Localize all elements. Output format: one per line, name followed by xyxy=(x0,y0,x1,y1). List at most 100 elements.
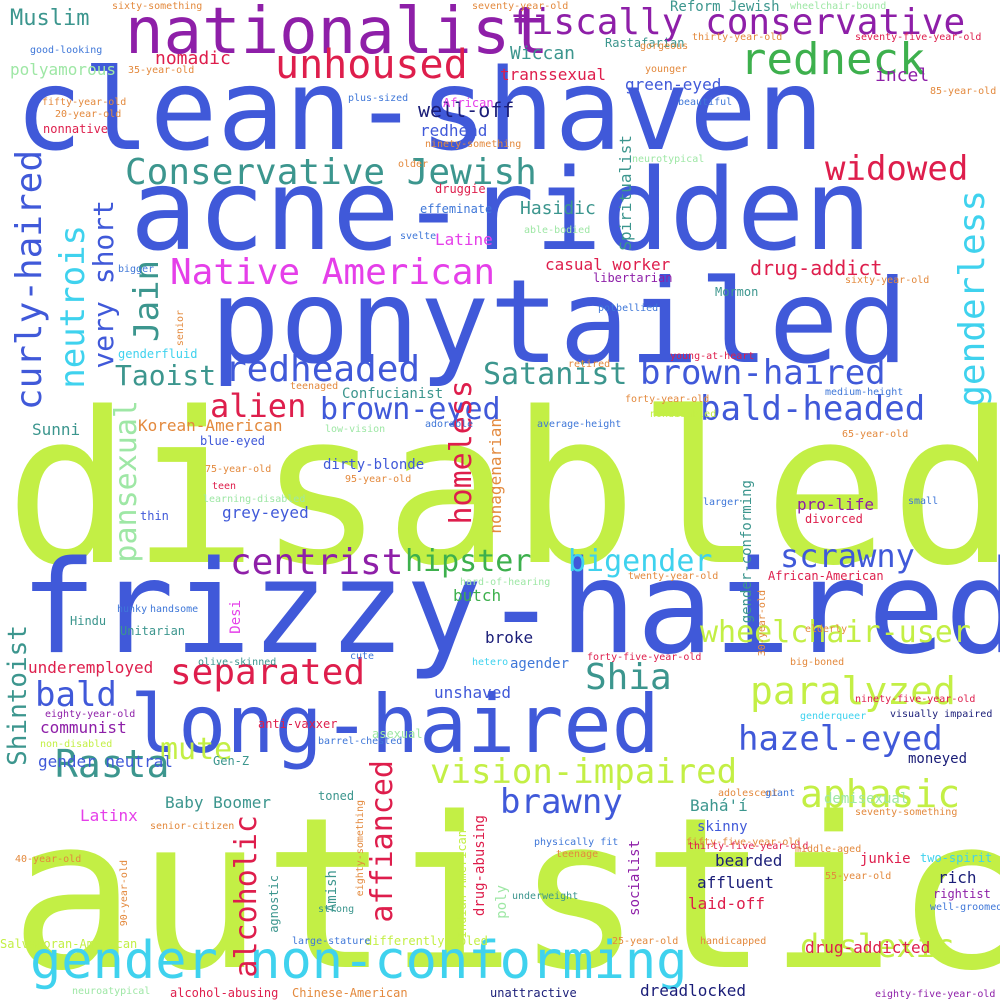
word-barrel-chested: barrel-chested xyxy=(318,736,403,747)
word-eighty-five-year-old: eighty-five-year-old xyxy=(875,989,996,1000)
word-bahai: Bahá'í xyxy=(690,796,748,815)
word-alcoholic: alcoholic xyxy=(229,815,264,978)
word-alien: alien xyxy=(210,387,307,425)
word-drug-addicted: drug-addicted xyxy=(805,938,931,957)
word-underemployed: underemployed xyxy=(28,658,154,677)
word-plus-sized: plus-sized xyxy=(348,93,409,104)
word-eighty-something: eighty-something xyxy=(355,800,366,897)
word-seventy-five-year-old: seventy-five-year-old xyxy=(855,32,982,43)
word-agender: agender xyxy=(510,656,570,672)
word-genderless: genderless xyxy=(952,190,993,407)
word-wiccan: Wiccan xyxy=(510,43,576,64)
word-olive-skinned: olive-skinned xyxy=(198,657,277,668)
word-genderfluid: genderfluid xyxy=(118,347,198,361)
word-polyamorous: polyamorous xyxy=(10,60,116,79)
word-confucianist: Confucianist xyxy=(342,386,444,402)
word-elderly: elderly xyxy=(805,624,848,635)
word-unitarian: Unitarian xyxy=(120,624,186,638)
word-teen: teen xyxy=(212,481,237,492)
word-drug-addict: drug-addict xyxy=(750,256,883,280)
word-scrawny: scrawny xyxy=(780,537,915,575)
word-skinny: skinny xyxy=(697,819,748,835)
word-conservative-jewish: Conservative Jewish xyxy=(125,152,537,193)
word-bigger: bigger xyxy=(118,264,155,275)
word-differently-abled: differently abled xyxy=(365,934,488,948)
word-drug-abusing: drug-abusing xyxy=(472,815,488,917)
word-95-year-old: 95-year-old xyxy=(345,474,412,485)
word-visually-impaired: visually impaired xyxy=(890,709,993,720)
word-acne-ridden: acne-ridden xyxy=(130,146,872,276)
word-40-year-old: 40-year-old xyxy=(15,854,82,865)
word-svelte: svelte xyxy=(400,231,437,242)
word-green-eyed: green-eyed xyxy=(625,75,722,94)
word-laid-off: laid-off xyxy=(688,894,766,913)
word-average-height: average-height xyxy=(537,419,622,430)
word-thin: thin xyxy=(140,509,169,523)
word-frizzy-haired: frizzy-haired xyxy=(20,534,1000,683)
word-retired: retired xyxy=(568,359,611,370)
word-20-year-old: 20-year-old xyxy=(55,109,122,120)
word-latine: Latine xyxy=(435,230,493,249)
word-two-spirit: two-spirit xyxy=(920,851,993,865)
word-adolescent: adolescent xyxy=(718,788,779,799)
word-redheaded: redheaded xyxy=(225,349,421,390)
word-aphasic: aphasic xyxy=(800,772,961,816)
word-chinese-american: Chinese-American xyxy=(292,986,408,1000)
word-transsexual: transsexual xyxy=(500,65,606,84)
word-communist: communist xyxy=(40,718,127,737)
word-55-year-old: 55-year-old xyxy=(825,871,892,882)
word-grey-eyed: grey-eyed xyxy=(222,503,309,522)
word-ninety-something: ninety-something xyxy=(425,139,522,150)
word-dreadlocked: dreadlocked xyxy=(640,981,746,1000)
word-casual-worker: casual worker xyxy=(545,255,671,274)
word-gender-neutral: gender neutral xyxy=(38,752,173,771)
word-teenaged: teenaged xyxy=(290,381,339,392)
word-90-year-old: 90-year-old xyxy=(119,860,130,927)
word-teenage: teenage xyxy=(556,849,599,860)
word-nationalist: nationalist xyxy=(125,0,549,69)
word-75-year-old: 75-year-old xyxy=(205,464,272,475)
word-curly-haired: curly-haired xyxy=(9,150,50,411)
word-younger: younger xyxy=(645,64,688,75)
word-able-bodied: able-bodied xyxy=(524,225,591,236)
word-low-vision: low-vision xyxy=(325,424,386,435)
word-satanist: Satanist xyxy=(483,357,628,392)
word-clean-shaven: clean-shaven xyxy=(15,46,825,176)
word-senior: senior xyxy=(175,310,186,347)
word-sunni: Sunni xyxy=(32,420,81,439)
word-vision-impaired: vision-impaired xyxy=(430,752,738,792)
word-unhoused: unhoused xyxy=(275,42,468,88)
word-autistic: autistic xyxy=(10,772,1000,1000)
word-mute: mute xyxy=(160,732,233,767)
word-dirty-blonde: dirty-blonde xyxy=(323,457,425,473)
word-homeless: homeless xyxy=(444,380,479,525)
word-hazel-eyed: hazel-eyed xyxy=(738,719,943,759)
word-larger: larger xyxy=(703,497,740,508)
word-rightist: rightist xyxy=(933,887,991,901)
word-small: small xyxy=(908,496,939,507)
word-reform-jewish: Reform Jewish xyxy=(670,0,780,15)
word-beautiful: beautiful xyxy=(678,97,733,108)
word-ninety-five-year-old: ninety-five-year-old xyxy=(855,694,976,705)
word-older: older xyxy=(398,159,429,170)
word-brawny: brawny xyxy=(500,782,623,822)
word-mormon: Mormon xyxy=(715,285,759,299)
word-hard-of-hearing: hard-of-hearing xyxy=(460,577,551,588)
word-latinx: Latinx xyxy=(80,806,138,825)
word-spiritualist: Spiritualist xyxy=(616,135,635,251)
word-underweight: underweight xyxy=(512,891,579,902)
word-wheelchair-bound: wheelchair-bound xyxy=(790,1,887,12)
word-hetero: hetero xyxy=(472,657,509,668)
word-hipster: hipster xyxy=(405,544,532,579)
word-pro-life: pro-life xyxy=(797,495,875,514)
word-genderqueer: genderqueer xyxy=(800,711,867,722)
word-redhead: redhead xyxy=(420,121,488,140)
word-rich: rich xyxy=(938,868,977,887)
word-30-year-old: 30-year-old xyxy=(757,590,768,657)
word-hunky: hunky xyxy=(117,604,148,615)
word-libertarian: libertarian xyxy=(593,271,673,285)
word-seventy-something: seventy-something xyxy=(855,807,958,818)
word-wheelchair-user: wheelchair-user xyxy=(700,615,971,650)
word-divorced: divorced xyxy=(805,512,863,526)
word-poly: poly xyxy=(494,885,510,919)
